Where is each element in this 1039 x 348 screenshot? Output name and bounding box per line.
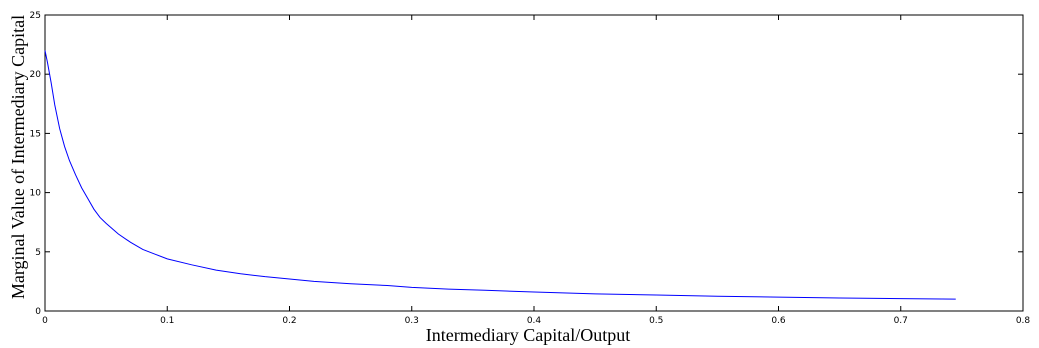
series-line [44,50,956,300]
x-tick-label: 0.2 [282,316,296,326]
x-tick-label: 0.1 [160,316,174,326]
y-tick-label: 5 [35,248,41,258]
y-tick-label: 10 [30,189,42,199]
x-axis-title: Intermediary Capital/Output [426,325,630,345]
x-tick-label: 0.5 [649,316,663,326]
y-axis: 0 5 10 15 20 25 [30,11,1023,317]
x-axis: 0 0.1 0.2 0.3 0.4 0.5 0.6 0.7 0.8 [42,15,1030,326]
x-tick-label: 0.7 [894,316,908,326]
y-tick-label: 0 [35,307,41,317]
y-tick-label: 25 [30,11,41,21]
x-tick-label: 0 [42,316,48,326]
y-tick-label: 15 [30,129,41,139]
series-layer [44,50,956,300]
x-tick-label: 0.3 [405,316,419,326]
plot-frame [44,14,1024,312]
x-tick-label: 0.4 [527,316,542,326]
x-tick-label: 0.8 [1016,316,1031,326]
y-tick-label: 20 [30,70,42,80]
x-tick-label: 0.6 [771,316,786,326]
y-axis-title: Marginal Value of Intermediary Capital [8,15,28,299]
plot-area [44,14,1024,312]
